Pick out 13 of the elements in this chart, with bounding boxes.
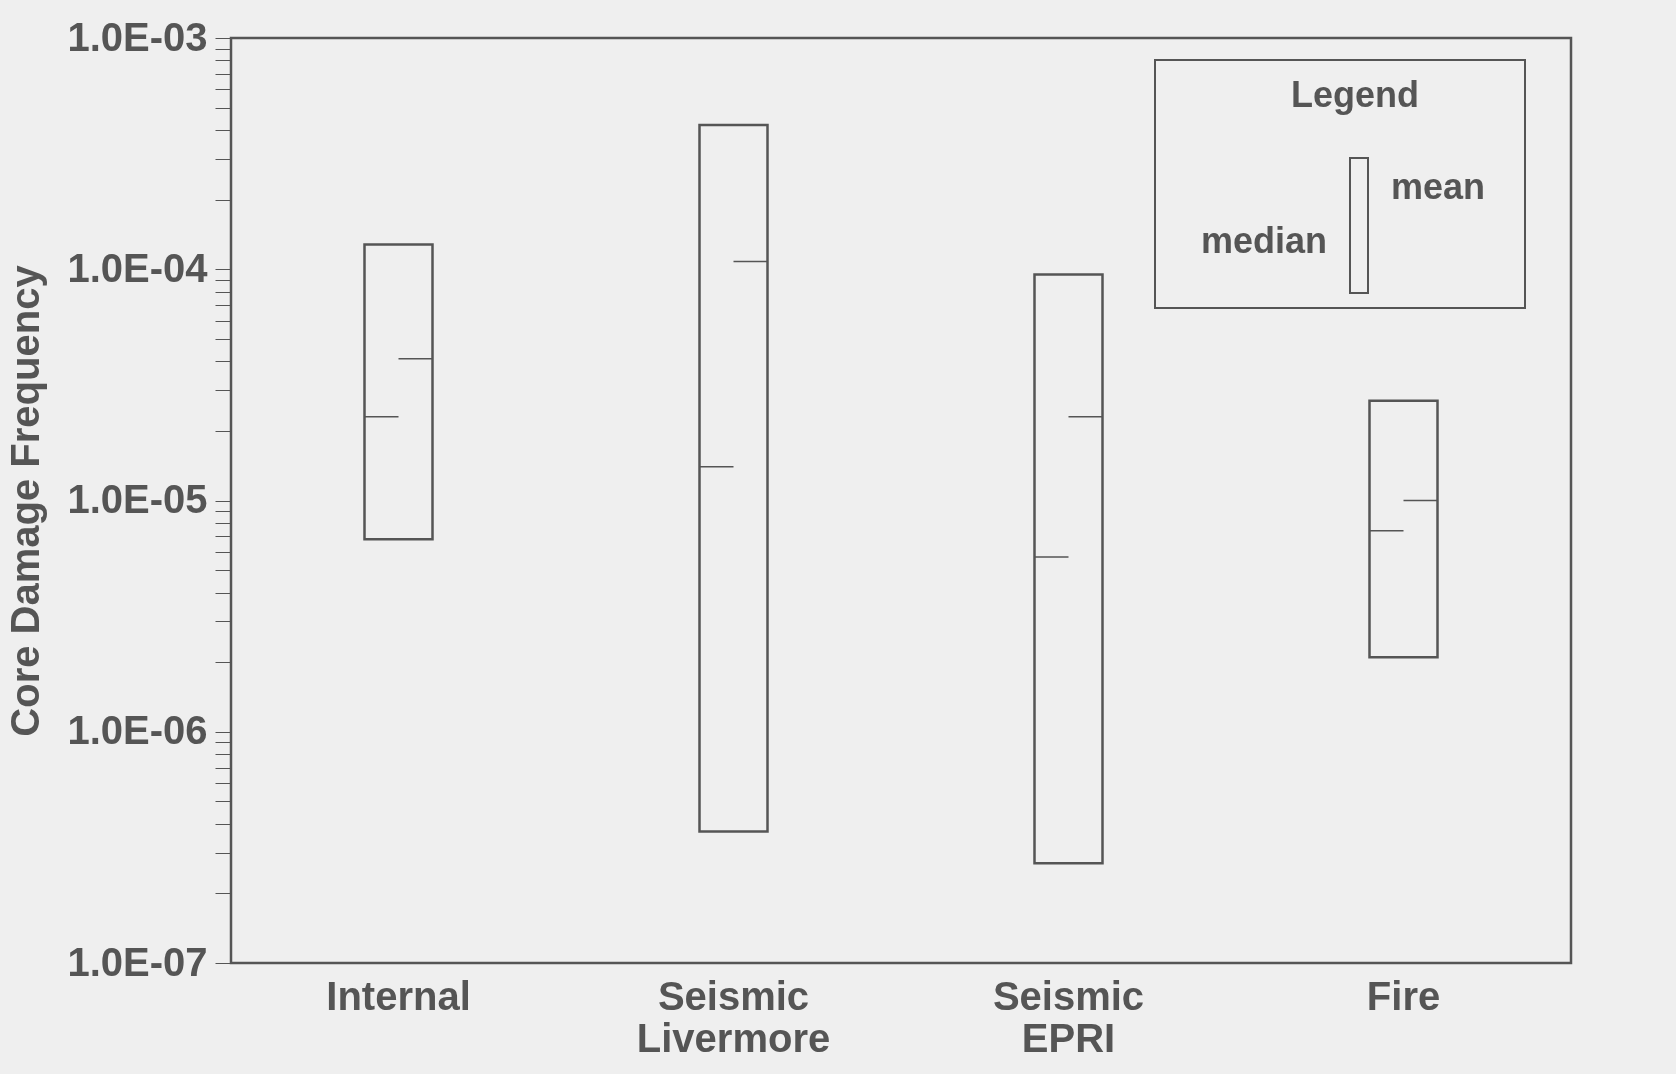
y-tick-label: 1.0E-03	[67, 14, 208, 59]
annotation: mean	[1391, 166, 1486, 207]
x-tick-label: Seismic Livermore	[636, 973, 831, 1060]
y-tick-label: 1.0E-05	[67, 477, 208, 521]
y-tick-label: 1.0E-06	[67, 708, 208, 753]
legend-title: Legend	[1290, 74, 1420, 115]
x-tick-label: Internal	[326, 973, 471, 1018]
y-tick-label: 1.0E-07	[67, 939, 208, 984]
y-tick-label: 1.0E-04	[67, 245, 209, 290]
annotation: median	[1200, 220, 1327, 261]
x-tick-label: Fire	[1366, 973, 1441, 1018]
x-tick-label: Seismic EPRI	[992, 973, 1145, 1060]
y-axis-title: Core Damage Frequency	[3, 264, 48, 737]
